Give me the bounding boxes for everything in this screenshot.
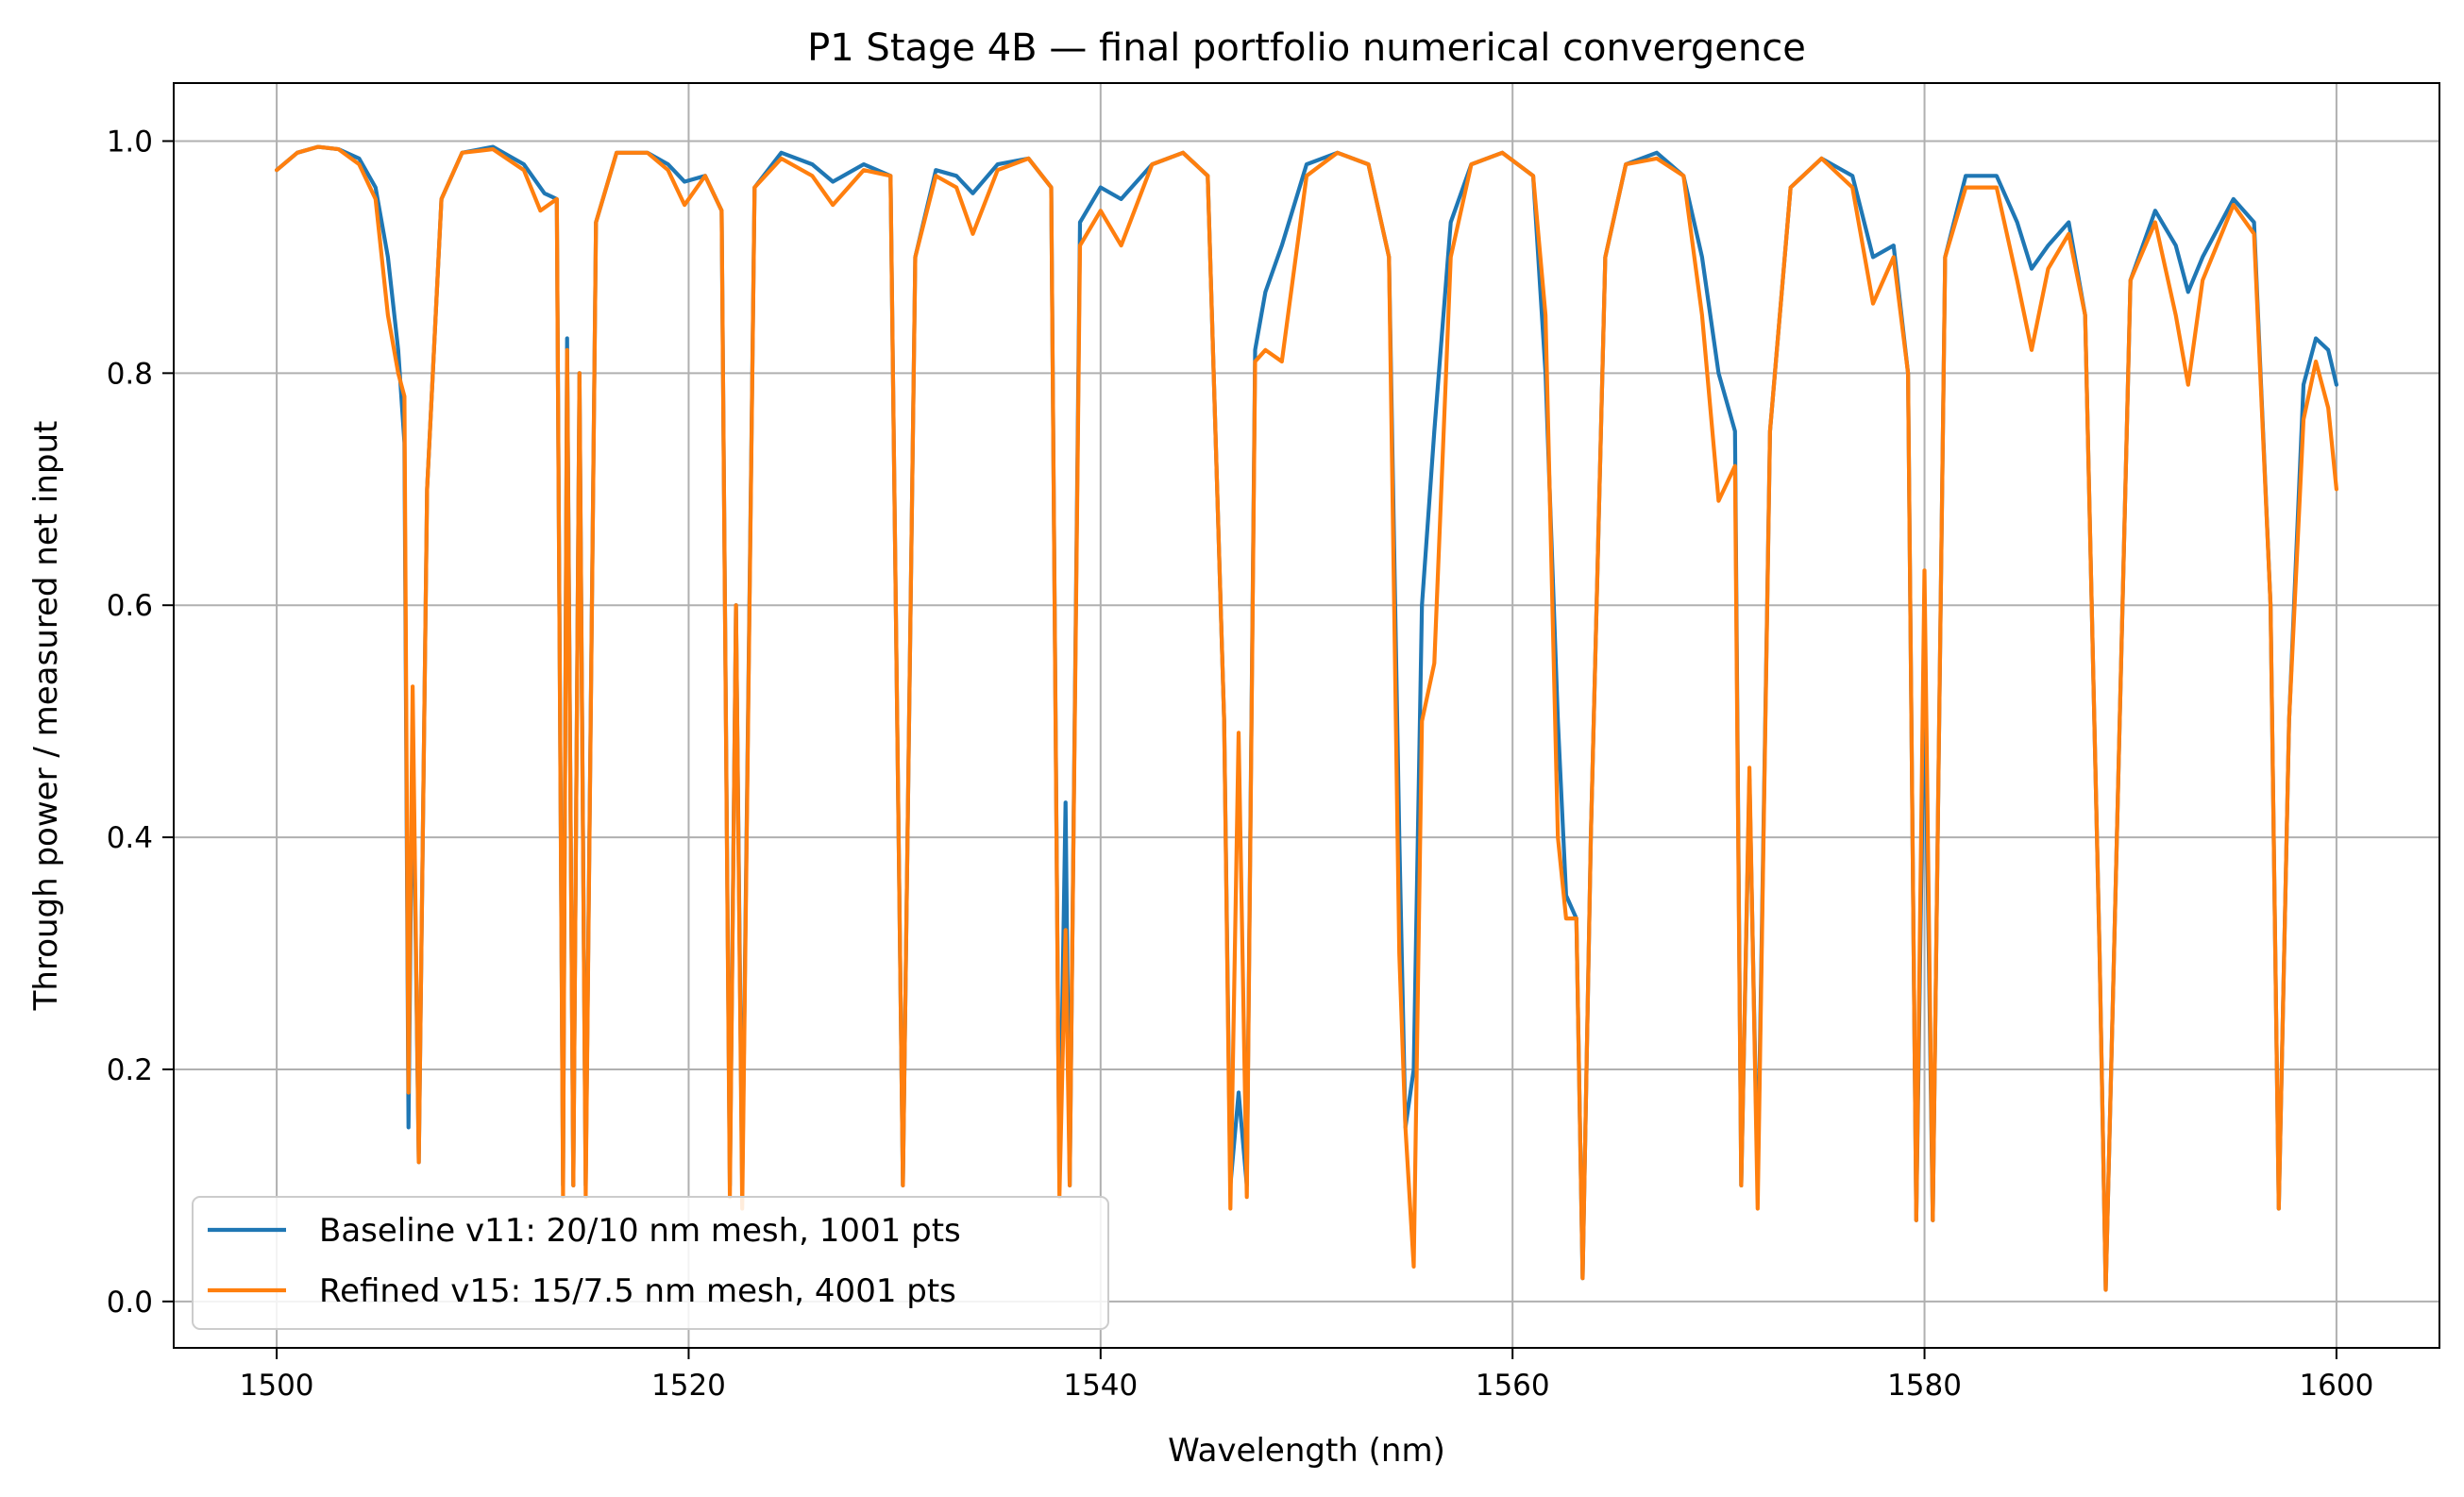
x-tick-label: 1540: [1063, 1369, 1138, 1403]
x-tick-label: 1580: [1887, 1369, 1962, 1403]
y-axis-label: Through power / measured net input: [27, 421, 65, 1012]
y-tick-label: 0.8: [107, 357, 153, 391]
x-tick-label: 1500: [240, 1369, 314, 1403]
refined-series-line: [275, 144, 2338, 1292]
chart-title: P1 Stage 4B — final portfolio numerical …: [807, 26, 1806, 70]
x-tick-label: 1520: [651, 1369, 726, 1403]
grid-lines: [174, 83, 2439, 1348]
plot-series: [275, 144, 2338, 1292]
y-tick-label: 0.0: [107, 1286, 153, 1320]
axis-ticks: 1500 1520 1540 1560 1580 1600 0.0 0.2 0.4 0.6 0.8 1…: [107, 125, 2374, 1403]
x-axis-label: Wavelength (nm): [1168, 1432, 1445, 1470]
legend: Baseline v11: 20/10 nm mesh, 1001 pts Re…: [192, 1196, 1109, 1330]
x-tick-label: 1560: [1476, 1369, 1550, 1403]
y-tick-label: 1.0: [107, 125, 153, 159]
y-tick-label: 0.6: [107, 589, 153, 623]
legend-box: [192, 1196, 1109, 1330]
y-tick-label: 0.2: [107, 1053, 153, 1087]
plot-frame: [173, 82, 2440, 1349]
legend-label-baseline: Baseline v11: 20/10 nm mesh, 1001 pts: [319, 1212, 961, 1250]
legend-label-refined: Refined v15: 15/7.5 nm mesh, 4001 pts: [319, 1272, 956, 1310]
x-tick-label: 1600: [2299, 1369, 2373, 1403]
y-tick-label: 0.4: [107, 821, 153, 855]
